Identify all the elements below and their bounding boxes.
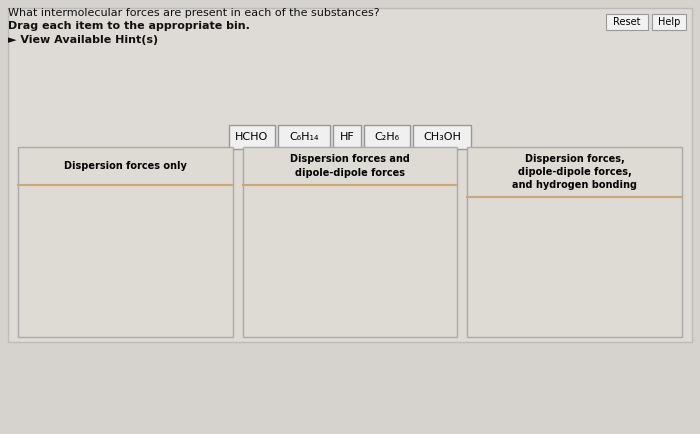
Text: Reset: Reset <box>613 17 641 27</box>
Text: C₂H₆: C₂H₆ <box>374 132 400 142</box>
Text: Dispersion forces only: Dispersion forces only <box>64 161 187 171</box>
Bar <box>413 125 471 149</box>
Bar <box>364 125 410 149</box>
Text: HF: HF <box>340 132 354 142</box>
Text: ► View Available Hint(s): ► View Available Hint(s) <box>8 35 158 45</box>
Text: Drag each item to the appropriate bin.: Drag each item to the appropriate bin. <box>8 21 250 31</box>
Bar <box>8 8 692 342</box>
Text: Dispersion forces,
dipole-dipole forces,
and hydrogen bonding: Dispersion forces, dipole-dipole forces,… <box>512 154 637 190</box>
Text: Help: Help <box>658 17 680 27</box>
Text: C₆H₁₄: C₆H₁₄ <box>289 132 318 142</box>
Bar <box>652 14 686 30</box>
Bar <box>333 125 361 149</box>
Text: CH₃OH: CH₃OH <box>423 132 461 142</box>
Bar <box>243 147 457 337</box>
Text: What intermolecular forces are present in each of the substances?: What intermolecular forces are present i… <box>8 8 379 18</box>
Text: Dispersion forces and
dipole-dipole forces: Dispersion forces and dipole-dipole forc… <box>290 155 410 178</box>
Bar <box>468 147 682 337</box>
Bar <box>606 14 648 30</box>
Bar <box>229 125 275 149</box>
Bar <box>18 147 232 337</box>
Text: HCHO: HCHO <box>235 132 269 142</box>
Bar <box>278 125 330 149</box>
